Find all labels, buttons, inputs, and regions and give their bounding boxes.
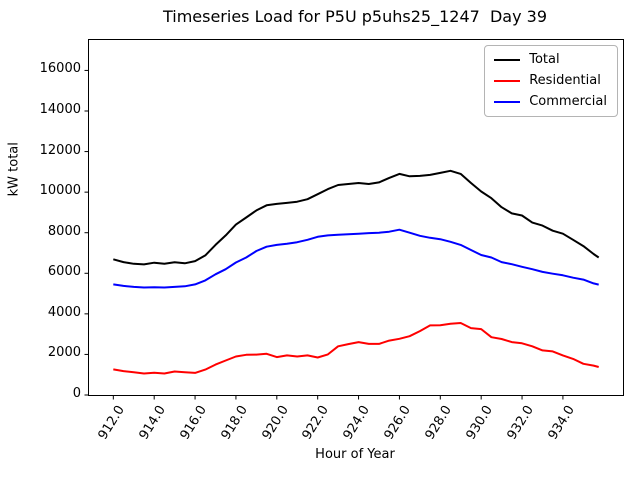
legend-label: Commercial <box>529 94 607 109</box>
x-tick-label: 934.0 <box>545 403 578 443</box>
legend: Total Residential Commercial <box>484 45 618 117</box>
legend-label: Residential <box>529 73 601 88</box>
y-tick-label: 14000 <box>39 102 81 117</box>
plot-canvas <box>84 69 600 400</box>
legend-line-swatch-residential <box>494 80 521 82</box>
chart-title: Timeseries Load for P5U p5uhs25_1247 Day… <box>162 7 548 26</box>
y-tick-label: 10000 <box>39 183 81 199</box>
x-tick-label: 932.0 <box>504 403 537 443</box>
x-tick-label: 922.0 <box>299 403 333 443</box>
legend-line-swatch-commercial <box>494 101 521 103</box>
x-tick-label: 924.0 <box>340 403 374 443</box>
y-tick-label: 0 <box>72 386 81 401</box>
y-axis-label: kW total <box>6 142 22 197</box>
x-tick-label: 926.0 <box>381 403 415 443</box>
y-tick-label: 8000 <box>47 223 81 239</box>
series-line-commercial <box>113 228 599 289</box>
series-line-residential <box>113 322 599 375</box>
x-tick-label: 930.0 <box>463 403 496 443</box>
x-axis-label: Hour of Year <box>315 447 395 462</box>
x-tick-label: 916.0 <box>177 403 210 443</box>
y-tick-label: 16000 <box>39 61 81 77</box>
x-tick-label: 918.0 <box>218 403 251 443</box>
x-tick-label: 914.0 <box>136 403 169 443</box>
series-line-total <box>113 169 600 266</box>
y-tick-label: 12000 <box>39 142 81 158</box>
x-tick-label: 920.0 <box>259 403 292 443</box>
y-tick-label: 2000 <box>47 345 81 361</box>
legend-line-swatch-total <box>494 59 521 61</box>
legend-item-residential: Residential <box>494 74 607 88</box>
x-tick-label: 912.0 <box>95 403 129 443</box>
plot-area: Total Residential Commercial <box>84 39 624 400</box>
legend-label: Total <box>529 52 560 67</box>
x-tick-label: 928.0 <box>422 403 456 443</box>
y-tick-label: 4000 <box>47 304 81 320</box>
y-tick-label: 6000 <box>47 264 81 280</box>
legend-item-total: Total <box>494 53 607 67</box>
legend-item-commercial: Commercial <box>494 95 607 109</box>
